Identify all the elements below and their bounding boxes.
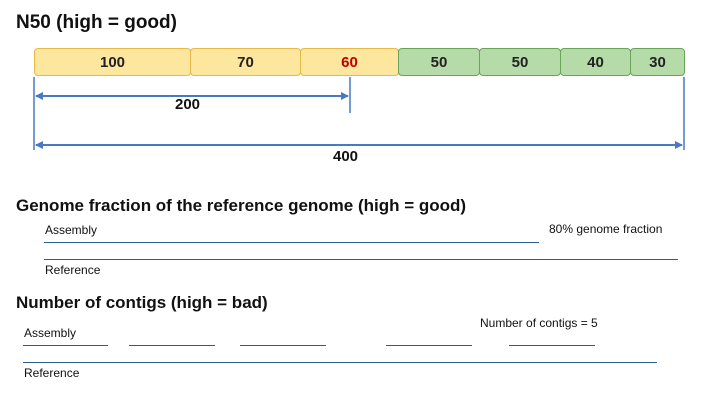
assembly-label: Assembly: [45, 223, 98, 237]
assembly-contig-line: [23, 345, 108, 346]
contig-length-label: 30: [649, 53, 666, 71]
contig-segment: 40: [560, 48, 631, 76]
assembly-contig-line: [386, 345, 472, 346]
reference-line: [44, 259, 678, 260]
contig-bar: 100 70 60 50 50 40 30: [34, 48, 685, 76]
contig-length-label: 50: [430, 53, 448, 71]
assembly-contig-line: [509, 345, 595, 346]
reference-label: Reference: [24, 366, 80, 380]
contig-segment: 30: [630, 48, 685, 76]
n50-title: N50 (high = good): [16, 12, 177, 33]
contig-segment: 50: [398, 48, 480, 76]
reference-line: [23, 362, 657, 363]
assembly-contig-line: [240, 345, 326, 346]
contig-length-label: 40: [587, 53, 604, 71]
total-span-label: 400: [333, 148, 359, 165]
contig-count-title: Number of contigs (high = bad): [16, 293, 268, 312]
contig-segment-n50: 60: [300, 48, 399, 76]
genome-fraction-annotation: 80% genome fraction: [549, 222, 663, 236]
reference-label: Reference: [45, 263, 101, 277]
half-span-label: 200: [175, 96, 201, 113]
contig-length-label: 50: [511, 53, 529, 71]
contig-segment: 50: [479, 48, 561, 76]
contig-length-label: 70: [237, 53, 254, 71]
assembly-label: Assembly: [24, 326, 77, 340]
contig-length-label: 100: [99, 53, 126, 71]
assembly-contig-line: [129, 345, 215, 346]
genome-fraction-title: Genome fraction of the reference genome …: [16, 196, 467, 215]
contig-count-annotation: Number of contigs = 5: [480, 316, 598, 330]
assembly-line: [44, 242, 539, 243]
n50-contig-length-label: 60: [341, 53, 358, 71]
